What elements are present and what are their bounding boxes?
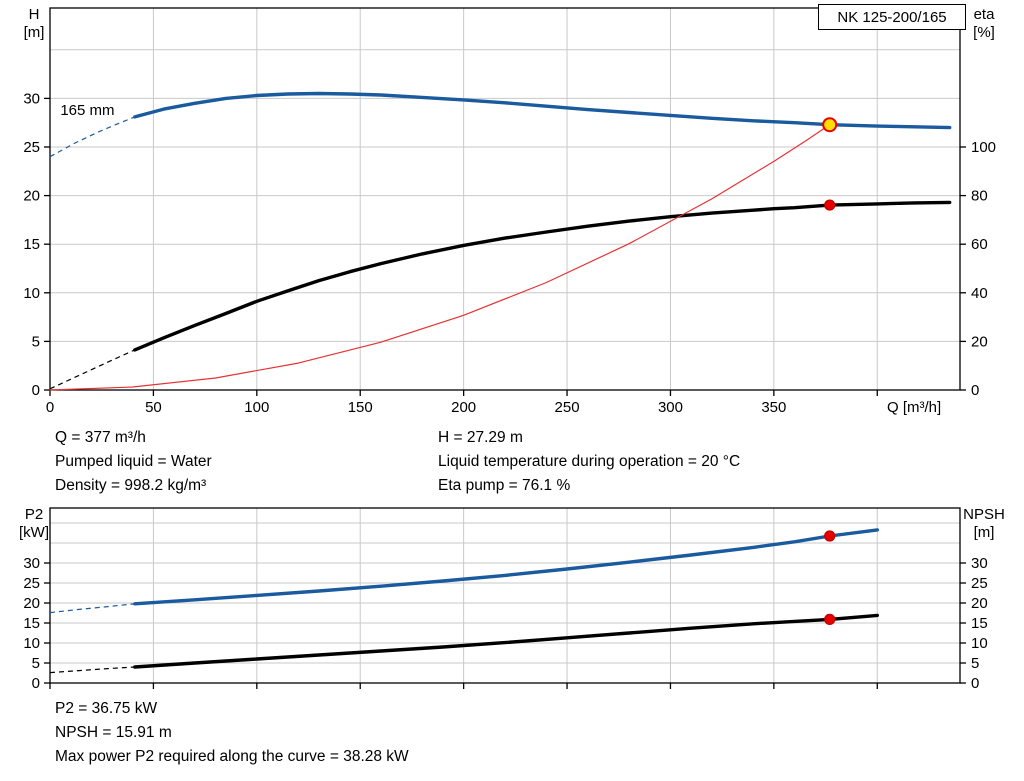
right-tick-label: 40 [971,285,988,302]
duty-flow-text: Q = 377 m³/h [55,429,146,446]
right-tick-label: 20 [971,333,988,350]
pump-type-box: NK 125-200/165 [818,4,966,30]
right-axis-label: NPSH [963,506,1005,523]
duty-point-p2[interactable] [824,530,836,542]
x-tick-label: 250 [555,399,580,416]
plot-border [49,507,961,684]
efficiency-curve [133,200,952,352]
right-tick-label: 20 [971,595,988,612]
left-tick-label: 25 [23,575,40,592]
left-axis-label: H [29,6,40,23]
right-tick-label: 60 [971,236,988,253]
right-tick-label: 0 [971,675,979,692]
left-axis-label: [m] [24,24,45,41]
duty-point-npsh[interactable] [824,613,836,625]
system-curve [49,124,831,391]
npsh-curve [133,613,879,669]
x-tick-label: 50 [145,399,162,416]
liquid-temperature-text: Liquid temperature during operation = 20… [438,453,741,470]
efficiency-curve-extrapolated [49,349,136,390]
left-tick-label: 15 [23,236,40,253]
left-axis-label: [kW] [19,524,49,541]
right-axis-label: [m] [974,524,995,541]
left-tick-label: 0 [32,675,40,692]
max-power-text: Max power P2 required along the curve = … [55,748,409,765]
pump-type-label: NK 125-200/165 [837,8,947,26]
x-tick-label: 150 [348,399,373,416]
pumped-liquid-text: Pumped liquid = Water [55,453,212,470]
right-tick-label: 15 [971,615,988,632]
p2-value-text: P2 = 36.75 kW [55,700,158,717]
left-tick-label: 25 [23,139,40,156]
right-tick-label: 5 [971,655,979,672]
impeller-diameter-label: 165 mm [60,102,114,119]
right-tick-label: 25 [971,575,988,592]
x-tick-label: 100 [244,399,269,416]
left-tick-label: 5 [32,333,40,350]
left-tick-label: 30 [23,555,40,572]
left-tick-label: 10 [23,285,40,302]
left-tick-label: 30 [23,90,40,107]
right-tick-label: 10 [971,635,988,652]
plot-border [49,7,961,391]
left-tick-label: 20 [23,188,40,205]
head-curve [133,91,952,130]
left-axis-label: P2 [25,506,43,523]
x-axis-label: Q [m³/h] [887,399,941,416]
duty-point-qh[interactable] [822,117,838,133]
left-tick-label: 5 [32,655,40,672]
x-tick-label: 0 [46,399,54,416]
duty-head-text: H = 27.29 m [438,429,523,446]
density-text: Density = 998.2 kg/m³ [55,477,207,494]
p2-curve [133,528,879,606]
right-tick-label: 100 [971,139,996,156]
p2-curve-extrapolated [49,603,135,614]
head-curve-extrapolated [49,116,136,158]
right-tick-label: 0 [971,382,979,399]
left-tick-label: 0 [32,382,40,399]
right-axis-label: [%] [973,24,995,41]
right-tick-label: 80 [971,188,988,205]
eta-pump-text: Eta pump = 76.1 % [438,477,571,494]
right-axis-label: eta [974,6,996,23]
right-tick-label: 30 [971,555,988,572]
left-tick-label: 10 [23,635,40,652]
duty-point-eta[interactable] [824,199,836,211]
npsh-curve-extrapolated [49,666,135,674]
x-tick-label: 350 [761,399,786,416]
npsh-value-text: NPSH = 15.91 m [55,724,172,741]
left-tick-label: 15 [23,615,40,632]
x-tick-label: 200 [451,399,476,416]
x-tick-label: 300 [658,399,683,416]
left-tick-label: 20 [23,595,40,612]
